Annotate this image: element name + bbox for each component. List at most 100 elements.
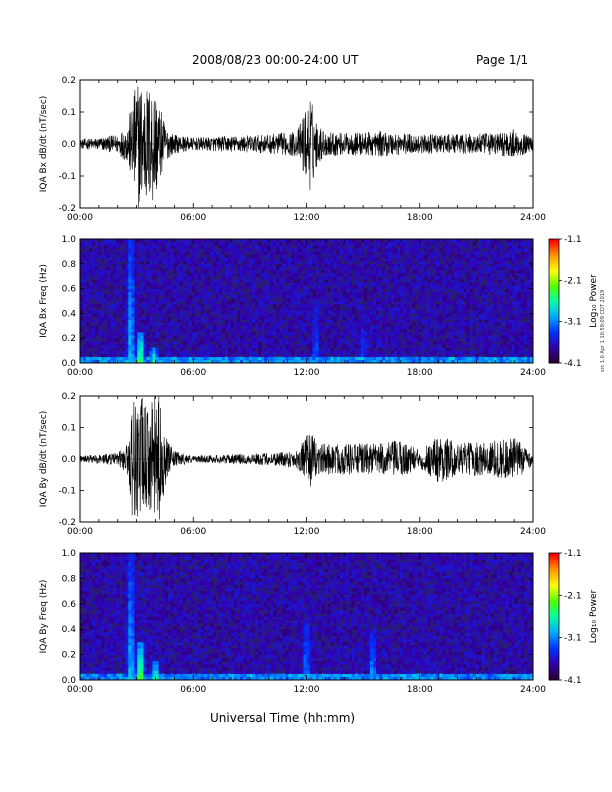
- spectrogram-cell: [270, 242, 274, 246]
- spectrogram-cell: [388, 332, 392, 336]
- spectrogram-cell: [496, 347, 501, 351]
- spectrogram-cell: [206, 239, 211, 243]
- spectrogram-cell: [243, 270, 247, 274]
- spectrogram-cell: [339, 338, 344, 342]
- spectrogram-cell: [487, 347, 492, 351]
- spectrogram-cell: [173, 263, 177, 268]
- spectrogram-cell: [409, 307, 413, 311]
- spectrogram-cell: [270, 316, 274, 320]
- spectrogram-cell: [116, 350, 120, 354]
- spectrogram-cell: [523, 254, 528, 258]
- spectrogram-cell: [80, 616, 84, 620]
- spectrogram-cell: [101, 297, 105, 302]
- spectrogram-cell: [83, 350, 87, 354]
- spectrogram-cell: [98, 597, 102, 601]
- spectrogram-cell: [224, 332, 229, 336]
- spectrogram-cell: [276, 242, 280, 246]
- spectrogram-cell: [255, 254, 259, 258]
- spectrogram-cell: [206, 313, 211, 317]
- spectrogram-cell: [89, 562, 93, 566]
- spectrogram-cell: [101, 575, 105, 579]
- spectrogram-cell: [523, 341, 528, 345]
- spectrogram-cell: [388, 356, 392, 361]
- spectrogram-cell: [514, 341, 519, 345]
- spectrogram-cell: [80, 664, 84, 668]
- spectrogram-cell: [415, 356, 419, 361]
- spectrogram-cell: [134, 310, 138, 314]
- spectrogram-cell: [212, 297, 217, 302]
- spectrogram-cell: [261, 266, 265, 271]
- spectrogram-cell: [448, 341, 452, 345]
- spectrogram-cell: [351, 257, 356, 261]
- spectrogram-cell: [243, 260, 247, 265]
- spectrogram-cell: [454, 297, 458, 302]
- spectrogram-cell: [400, 266, 404, 271]
- spectrogram-cell: [382, 301, 386, 305]
- spectrogram-cell: [273, 248, 277, 252]
- spectrogram-cell: [375, 273, 380, 277]
- spectrogram-cell: [179, 266, 183, 271]
- spectrogram-cell: [240, 304, 244, 308]
- spectrogram-cell: [496, 251, 501, 255]
- spectrogram-cell: [143, 316, 147, 320]
- spectrogram-cell: [366, 254, 371, 258]
- spectrogram-cell: [119, 279, 123, 283]
- spectrogram-cell: [448, 359, 452, 364]
- spectrogram-cell: [436, 285, 440, 289]
- spectrogram-cell: [342, 288, 347, 292]
- spectrogram-cell: [89, 622, 93, 627]
- spectrogram-cell: [502, 270, 507, 274]
- spectrogram-cell: [270, 335, 274, 339]
- spectrogram-cell: [101, 606, 105, 611]
- spectrogram-cell: [240, 356, 244, 361]
- spectrogram-cell: [315, 328, 319, 333]
- spectrogram-cell: [107, 359, 111, 364]
- spectrogram-cell: [173, 266, 177, 271]
- spectrogram-cell: [89, 288, 93, 292]
- spectrogram-cell: [490, 263, 495, 268]
- spectrogram-cell: [116, 344, 120, 348]
- spectrogram-cell: [306, 313, 310, 317]
- spectrogram-cell: [517, 248, 522, 252]
- spectrogram-cell: [125, 276, 129, 280]
- spectrogram-cell: [375, 257, 380, 261]
- spectrogram-cell: [285, 239, 289, 243]
- spectrogram-cell: [351, 288, 356, 292]
- spectrogram-cell: [321, 242, 325, 246]
- spectrogram-cell: [110, 270, 114, 274]
- spectrogram-cell: [351, 304, 356, 308]
- spectrogram-cell: [119, 291, 123, 296]
- spectrogram-cell: [276, 313, 280, 317]
- spectrogram-cell: [391, 266, 395, 271]
- spectrogram-cell: [197, 344, 202, 348]
- colorbar-segment: [549, 327, 559, 331]
- spectrogram-cell: [436, 294, 440, 299]
- spectrogram-cell: [499, 359, 504, 364]
- spectrogram-cell: [203, 294, 208, 299]
- colorbar-segment: [549, 259, 559, 263]
- spectrogram-cell: [496, 245, 501, 249]
- spectrogram-cell: [351, 332, 356, 336]
- spectrogram-cell: [514, 350, 519, 354]
- spectrogram-cell: [203, 335, 208, 339]
- spectrogram-cell: [511, 270, 516, 274]
- spectrogram-cell: [110, 245, 114, 249]
- spectrogram-cell: [502, 344, 507, 348]
- spectrogram-cell: [315, 276, 319, 280]
- spectrogram-cell: [436, 332, 440, 336]
- spectrogram-cell: [400, 285, 404, 289]
- spectrogram-cell: [378, 266, 383, 271]
- spectrogram-cell: [457, 310, 461, 314]
- spectrogram-cell: [131, 347, 135, 351]
- spectrogram-cell: [155, 297, 159, 302]
- spectrogram-cell: [83, 603, 87, 608]
- spectrogram-cell: [363, 332, 368, 336]
- spectrogram-cell: [424, 257, 428, 261]
- spectrogram-cell: [149, 307, 153, 311]
- spectrogram-cell: [116, 282, 120, 286]
- spectrogram-cell: [336, 310, 341, 314]
- spectrogram-cell: [101, 282, 105, 286]
- spectrogram-cell: [484, 338, 488, 342]
- spectrogram-cell: [363, 276, 368, 280]
- spectrogram-cell: [273, 322, 277, 327]
